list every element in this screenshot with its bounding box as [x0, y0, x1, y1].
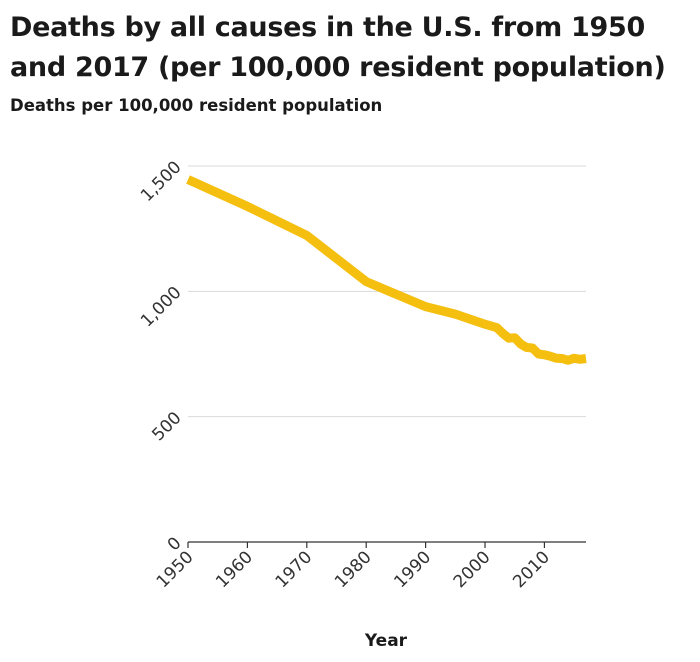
x-tick-label: 2010: [509, 547, 554, 592]
series-line: [186, 175, 587, 365]
y-tick-label: 500: [148, 408, 185, 445]
series-layer: [186, 175, 587, 365]
x-axis-title: Year: [364, 631, 408, 651]
x-tick-label: 1980: [331, 547, 376, 592]
chart-subtitle: Deaths per 100,000 resident population: [10, 96, 383, 115]
y-tick-label: 1,000: [137, 283, 186, 332]
x-tick-label: 2000: [450, 547, 495, 592]
x-tick-label: 1960: [212, 547, 257, 592]
x-tick-label: 1950: [153, 547, 198, 592]
x-axis-ticks: 1950 1960 1970 1980 1990 2000 2010: [153, 542, 554, 592]
y-tick-label: 1,500: [137, 157, 186, 206]
x-tick-label: 1970: [272, 547, 317, 592]
chart-title: Deaths by all causes in the U.S. from 19…: [10, 12, 666, 83]
x-tick-label: 1990: [390, 547, 435, 592]
